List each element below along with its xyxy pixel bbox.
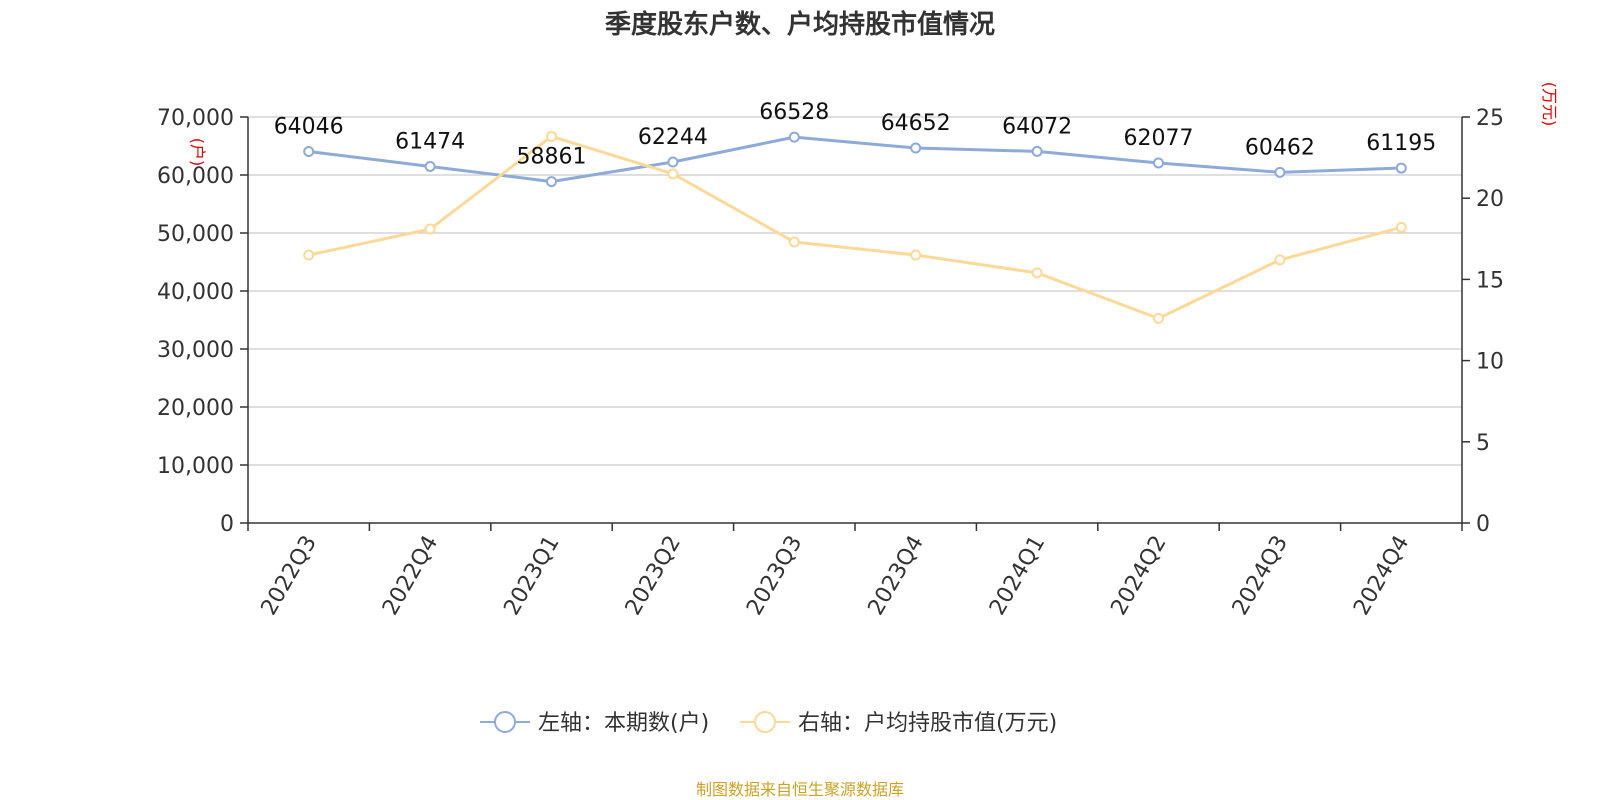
data-label: 64652	[881, 111, 951, 136]
series-2-point	[1395, 221, 1407, 233]
x-axis-tick-label: 2022Q3	[257, 532, 322, 620]
left-axis-tick-label: 70,000	[157, 106, 234, 131]
left-axis-tick-label: 60,000	[157, 164, 234, 189]
series-1-point	[424, 160, 436, 172]
series-1-point	[1274, 166, 1286, 178]
series-2-point	[667, 168, 679, 180]
series-2-point	[788, 236, 800, 248]
legend-label: 左轴：本期数(户)	[538, 711, 709, 736]
series-1-point	[1031, 145, 1043, 157]
series-1-point	[303, 146, 315, 158]
legend-circle-icon	[754, 711, 776, 733]
series	[303, 130, 1407, 324]
series-line-2	[308, 134, 1402, 320]
series-1-point	[546, 176, 557, 188]
data-label: 62077	[1124, 126, 1194, 151]
right-axis-tick-label: 20	[1476, 187, 1504, 212]
x-axis-tick-label: 2022Q4	[378, 532, 443, 620]
x-axis-tick-label: 2023Q4	[864, 532, 929, 620]
axes: 0 10,000 20,000 30,000 40,000 50,000 60,000 70,…	[157, 82, 1559, 620]
series-1-point	[1153, 157, 1164, 169]
data-label: 61474	[395, 129, 465, 154]
x-axis-tick-label: 2023Q1	[499, 532, 564, 620]
chart-title: 季度股东户数、户均持股市值情况	[604, 10, 995, 40]
data-label: 58861	[517, 145, 587, 170]
data-label: 60462	[1245, 135, 1315, 160]
left-axis-tick-label: 20,000	[157, 396, 234, 421]
series-2-point	[910, 249, 922, 261]
legend-circle-icon	[494, 711, 516, 733]
x-axis-tick-label: 2023Q3	[742, 532, 807, 620]
legend-item-1[interactable]: 左轴：本期数(户)	[480, 711, 709, 736]
series-2-point	[303, 249, 315, 261]
left-axis-unit-label: (户)	[188, 138, 207, 167]
series-2-point	[1153, 312, 1164, 324]
data-label: 64046	[274, 115, 344, 140]
right-axis-tick-label: 0	[1476, 512, 1490, 537]
right-axis-tick-label: 10	[1476, 350, 1504, 375]
source-note: 制图数据来自恒生聚源数据库	[695, 780, 904, 799]
series-2-point	[424, 223, 436, 235]
legend[interactable]: 左轴：本期数(户) 右轴：户均持股市值(万元)	[480, 711, 1057, 736]
grid-lines	[248, 116, 1462, 466]
right-axis-unit-label: (万元)	[1540, 82, 1559, 127]
x-axis-tick-label: 2023Q2	[621, 532, 686, 620]
left-axis-tick-label: 50,000	[157, 222, 234, 247]
series-1-point	[1395, 162, 1407, 174]
series-2-point	[546, 130, 557, 142]
data-label: 66528	[759, 100, 829, 125]
right-axis-tick-label: 15	[1476, 268, 1504, 293]
x-axis-tick-label: 2024Q3	[1228, 532, 1293, 620]
data-label: 62244	[638, 125, 708, 150]
left-axis-tick-label: 30,000	[157, 338, 234, 363]
legend-item-2[interactable]: 右轴：户均持股市值(万元)	[740, 711, 1057, 736]
right-axis-tick-label: 25	[1476, 106, 1504, 131]
data-label: 64072	[1002, 114, 1072, 139]
series-1-point	[667, 156, 679, 168]
data-labels: 64046 61474 58861 62244 66528 64652 64072 62077…	[274, 100, 1437, 169]
x-axis-tick-label: 2024Q2	[1106, 532, 1171, 620]
x-axis-tick-label: 2024Q1	[985, 532, 1050, 620]
series-1-point	[910, 142, 922, 154]
left-axis-tick-label: 0	[220, 512, 234, 537]
series-1-point	[788, 131, 800, 143]
right-axis-tick-label: 5	[1476, 431, 1490, 456]
series-2-point	[1274, 254, 1286, 266]
data-label: 61195	[1366, 131, 1436, 156]
x-axis-tick-label: 2024Q4	[1349, 532, 1414, 620]
left-axis-tick-label: 10,000	[157, 454, 234, 479]
left-axis-tick-label: 40,000	[157, 280, 234, 305]
series-2-point	[1031, 267, 1043, 279]
legend-label: 右轴：户均持股市值(万元)	[798, 711, 1057, 736]
series-line-1	[308, 135, 1402, 184]
